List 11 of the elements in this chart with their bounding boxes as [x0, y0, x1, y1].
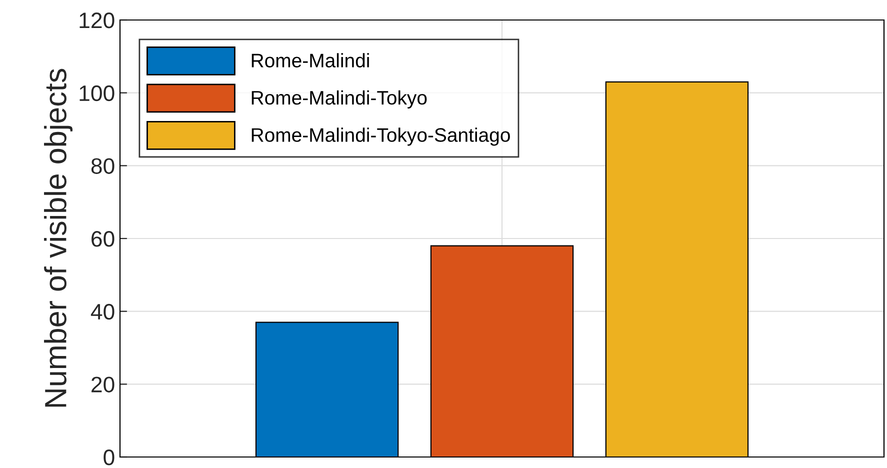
y-tick-label: 40: [90, 304, 114, 320]
y-tick-label: 80: [91, 158, 114, 174]
legend-label: Rome-Malindi-Tokyo: [252, 90, 427, 109]
y-axis-title: Number of visible objects: [44, 68, 73, 407]
y-tick-label: 0: [104, 450, 114, 466]
y-tick-label: 60: [92, 231, 114, 247]
y-tick-label: 100: [80, 85, 114, 102]
y-tick-label: 20: [92, 376, 114, 392]
y-tick-label: 120: [80, 12, 114, 28]
legend-label: Rome-Malindi-Tokyo-Santiago: [252, 128, 510, 146]
legend-label: Rome-Malindi: [252, 53, 369, 68]
